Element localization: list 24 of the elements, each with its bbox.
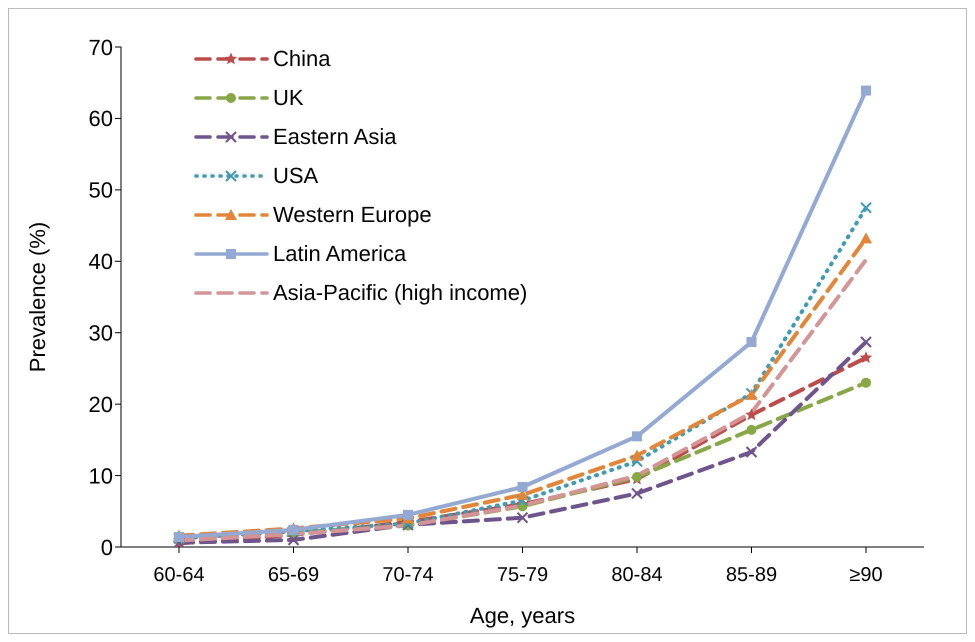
y-tick-label: 40 bbox=[88, 249, 113, 274]
x-tick-label: 65-69 bbox=[268, 564, 320, 586]
legend-label: USA bbox=[273, 162, 318, 188]
y-tick-label: 30 bbox=[88, 320, 113, 346]
y-tick-label: 0 bbox=[100, 534, 113, 560]
legend-label: Latin America bbox=[273, 240, 406, 266]
y-tick-label: 60 bbox=[88, 106, 113, 132]
x-tick-label: ≥90 bbox=[849, 564, 883, 586]
y-tick-label: 20 bbox=[88, 392, 113, 417]
y-tick-label: 70 bbox=[88, 34, 113, 60]
x-axis-title: Age, years bbox=[470, 603, 576, 628]
y-tick-label: 50 bbox=[88, 178, 113, 203]
x-tick-label: 80-84 bbox=[611, 564, 663, 586]
y-axis-title: Prevalence (%) bbox=[24, 222, 50, 372]
x-tick-label: 70-74 bbox=[382, 564, 434, 586]
y-tick-label: 10 bbox=[88, 463, 113, 488]
legend-label: Western Europe bbox=[273, 202, 432, 228]
x-tick-label: 60-64 bbox=[153, 564, 205, 586]
legend-label: UK bbox=[273, 84, 304, 110]
x-tick-label: 75-79 bbox=[496, 564, 548, 586]
legend-label: China bbox=[273, 46, 330, 72]
x-tick-label: 85-89 bbox=[726, 564, 778, 586]
legend-label: Asia-Pacific (high income) bbox=[273, 280, 528, 306]
legend-label: Eastern Asia bbox=[273, 124, 397, 150]
